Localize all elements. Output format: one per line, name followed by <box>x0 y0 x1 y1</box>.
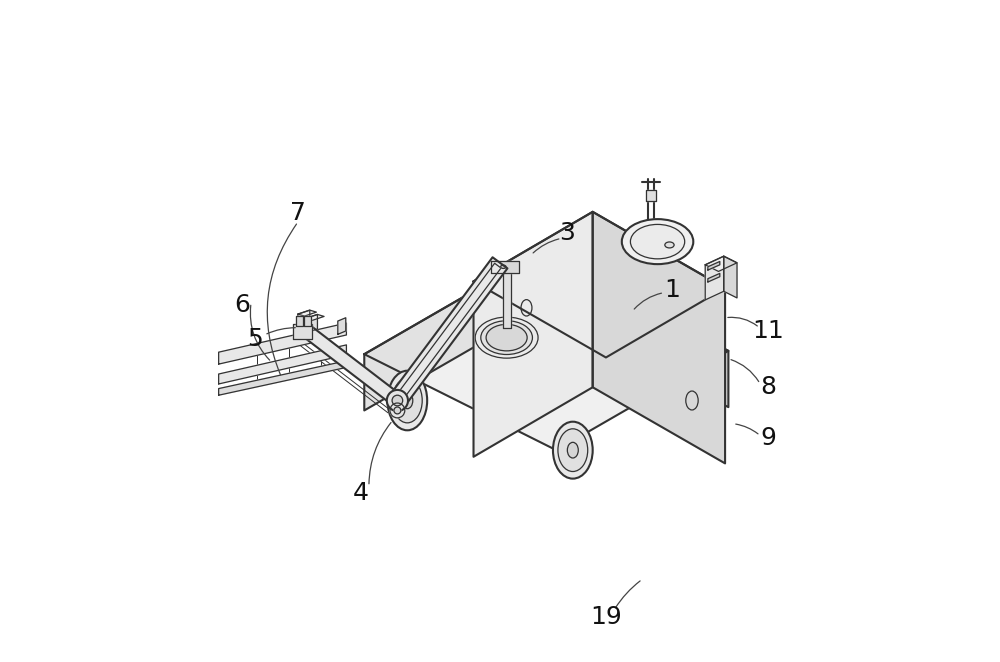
Polygon shape <box>536 255 728 407</box>
Polygon shape <box>304 316 311 326</box>
Polygon shape <box>708 273 720 282</box>
Polygon shape <box>503 265 511 328</box>
Polygon shape <box>474 212 725 357</box>
Ellipse shape <box>402 393 413 408</box>
Text: 3: 3 <box>560 221 575 245</box>
Polygon shape <box>474 212 593 457</box>
Polygon shape <box>491 261 519 273</box>
Polygon shape <box>708 261 720 270</box>
Polygon shape <box>219 323 346 364</box>
Polygon shape <box>646 190 656 201</box>
Ellipse shape <box>387 371 427 430</box>
Polygon shape <box>306 314 317 333</box>
Polygon shape <box>593 212 725 463</box>
Polygon shape <box>705 256 737 271</box>
Polygon shape <box>298 310 310 334</box>
Polygon shape <box>296 316 303 326</box>
Text: 4: 4 <box>353 481 369 505</box>
Ellipse shape <box>387 390 408 411</box>
Polygon shape <box>705 256 724 300</box>
Polygon shape <box>303 326 401 406</box>
Ellipse shape <box>501 265 506 269</box>
Polygon shape <box>298 310 316 316</box>
Polygon shape <box>724 256 737 298</box>
Text: 9: 9 <box>760 426 776 450</box>
Ellipse shape <box>392 395 403 406</box>
Polygon shape <box>338 318 346 334</box>
Polygon shape <box>364 255 728 450</box>
Polygon shape <box>293 324 312 339</box>
Ellipse shape <box>481 321 532 355</box>
Ellipse shape <box>553 422 593 479</box>
Ellipse shape <box>392 378 422 423</box>
Ellipse shape <box>622 219 693 264</box>
Ellipse shape <box>521 300 532 316</box>
Text: 1: 1 <box>664 278 680 302</box>
Polygon shape <box>306 314 324 320</box>
Polygon shape <box>219 345 346 384</box>
Ellipse shape <box>475 317 538 358</box>
Ellipse shape <box>675 375 709 426</box>
Text: 19: 19 <box>590 605 622 629</box>
Ellipse shape <box>567 442 578 458</box>
Ellipse shape <box>669 366 714 435</box>
Ellipse shape <box>558 429 588 471</box>
Ellipse shape <box>486 324 527 351</box>
Text: 5: 5 <box>247 327 263 351</box>
Ellipse shape <box>665 242 674 248</box>
Text: 7: 7 <box>290 201 306 225</box>
Ellipse shape <box>630 224 685 259</box>
Ellipse shape <box>686 391 698 410</box>
Ellipse shape <box>394 407 401 414</box>
Text: 6: 6 <box>234 293 250 316</box>
Polygon shape <box>219 361 346 395</box>
Polygon shape <box>391 263 501 408</box>
Ellipse shape <box>507 278 546 338</box>
Polygon shape <box>390 258 507 406</box>
Text: 8: 8 <box>760 375 776 399</box>
Ellipse shape <box>512 285 541 330</box>
Ellipse shape <box>390 403 405 418</box>
Text: 11: 11 <box>752 319 784 343</box>
Polygon shape <box>364 255 536 410</box>
